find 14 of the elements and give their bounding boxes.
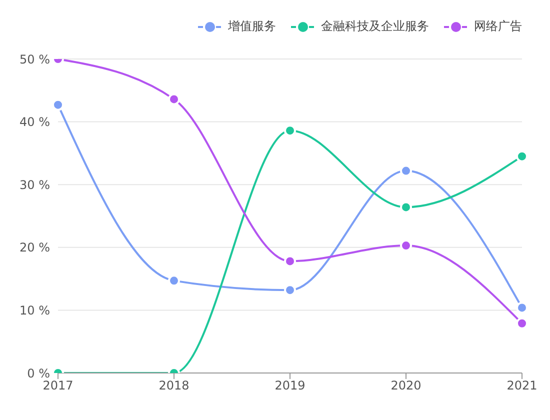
y-tick-label: 40 %: [20, 115, 50, 130]
x-tick-label: 2018: [158, 378, 190, 393]
legend-label: 增值服务: [227, 18, 276, 35]
y-tick-label: 20 %: [20, 240, 50, 255]
y-tick-label: 0 %: [27, 366, 50, 380]
x-tick-label: 2019: [274, 378, 306, 393]
y-tick-label: 30 %: [20, 178, 50, 192]
y-tick-label: 10 %: [20, 303, 50, 318]
x-tick-label: 2021: [506, 378, 538, 393]
x-tick-label: 2020: [390, 378, 422, 393]
x-tick-label: 2017: [42, 378, 74, 393]
y-tick-label: 50 %: [20, 52, 50, 66]
legend-label: 网络广告: [473, 18, 522, 35]
legend-label: 金融科技及企业服务: [320, 18, 429, 35]
